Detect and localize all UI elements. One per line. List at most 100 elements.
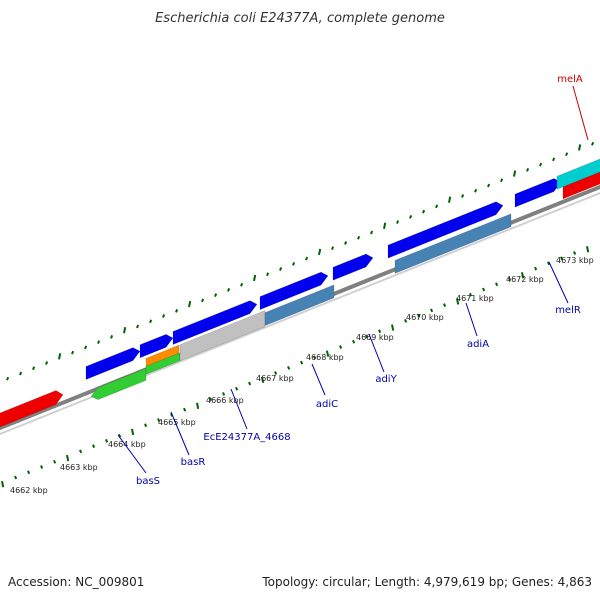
outer-tick-mark	[123, 327, 127, 334]
tick-label: 4663 kbp	[60, 463, 98, 472]
feature-cds[interactable]	[387, 201, 504, 259]
feature-cds[interactable]	[332, 253, 374, 281]
outer-tick-mark	[409, 214, 413, 219]
outer-tick-mark	[526, 167, 530, 172]
tick-label: 4669 kbp	[356, 333, 394, 342]
inner-tick-mark	[352, 339, 356, 344]
outer-tick-mark	[591, 141, 595, 146]
outer-tick-mark	[435, 204, 439, 209]
inner-tick-mark	[209, 397, 213, 402]
inner-tick-mark	[131, 428, 135, 436]
feature-adic[interactable]	[264, 284, 335, 326]
inner-tick-track	[1, 246, 590, 488]
inner-tick-mark	[196, 402, 200, 410]
feature-red-left[interactable]	[0, 390, 64, 432]
feature-cds[interactable]	[139, 334, 174, 359]
inner-tick-mark	[313, 355, 317, 360]
tick-label: 4672 kbp	[506, 275, 544, 284]
gene-label[interactable]: basR	[181, 457, 206, 468]
gene-label[interactable]: adiY	[375, 374, 397, 385]
inner-tick-mark	[235, 386, 239, 391]
gene-label[interactable]: melR	[555, 305, 581, 316]
outer-tick-mark	[344, 241, 348, 245]
outer-tick-mark	[565, 152, 569, 157]
accession-text: Accession: NC_009801	[8, 575, 144, 589]
inner-tick-mark	[14, 475, 18, 480]
inner-tick-mark	[157, 418, 161, 422]
inner-tick-mark	[248, 381, 252, 386]
inner-tick-mark	[508, 277, 512, 281]
feature-adia[interactable]	[394, 213, 512, 274]
inner-tick-mark	[521, 272, 525, 279]
outer-tick-mark	[396, 220, 400, 224]
outer-tick-mark	[45, 361, 49, 365]
outer-tick-mark	[214, 293, 218, 298]
outer-tick-mark	[279, 267, 283, 271]
outer-tick-mark	[227, 288, 231, 292]
inner-tick-mark	[339, 345, 343, 349]
gene-leader-line	[368, 333, 385, 373]
outer-tick-mark	[305, 256, 309, 261]
outer-tick-mark	[578, 144, 582, 151]
tick-label: 4671 kbp	[456, 294, 494, 303]
inner-tick-mark	[66, 454, 70, 462]
tick-label: 4667 kbp	[256, 374, 294, 383]
outer-tick-mark	[487, 183, 491, 188]
inner-tick-mark	[482, 287, 486, 292]
tick-label: 4673 kbp	[556, 256, 594, 265]
inner-tick-mark	[144, 423, 148, 428]
inner-tick-mark	[586, 246, 590, 253]
outer-tick-mark	[357, 235, 361, 240]
inner-tick-mark	[443, 303, 447, 308]
inner-tick-mark	[105, 439, 109, 443]
gene-label[interactable]: EcE24377A_4668	[203, 432, 290, 443]
feature-cds[interactable]	[514, 178, 562, 208]
gene-label[interactable]: basS	[136, 476, 160, 487]
outer-tick-mark	[253, 274, 257, 282]
outer-tick-mark	[71, 350, 75, 355]
gene-label[interactable]: adiC	[316, 399, 338, 410]
inner-tick-mark	[287, 365, 291, 370]
feature-bass[interactable]	[90, 367, 147, 400]
inner-tick-mark	[378, 329, 382, 334]
gene-leader-line	[170, 411, 190, 456]
inner-tick-mark	[274, 371, 278, 375]
inner-tick-mark	[53, 459, 57, 464]
outer-tick-mark	[162, 314, 166, 318]
inner-tick-mark	[469, 292, 473, 297]
outer-tick-mark	[292, 261, 296, 266]
outer-tick-mark	[383, 222, 387, 229]
outer-tick-mark	[552, 157, 556, 162]
inner-tick-mark	[417, 313, 421, 318]
tick-label: 4668 kbp	[306, 353, 344, 362]
outer-tick-mark	[461, 194, 465, 198]
outer-tick-mark	[19, 371, 23, 376]
inner-tick-mark	[300, 360, 304, 365]
feature-ece24377a-4668[interactable]	[179, 310, 266, 362]
outer-tick-mark	[32, 366, 36, 371]
feature-mela-cyan[interactable]	[556, 155, 600, 190]
feature-basr-orange[interactable]	[145, 344, 180, 367]
inner-tick-mark	[365, 334, 369, 339]
feature-cds[interactable]	[259, 271, 329, 310]
outer-tick-mark	[6, 376, 10, 381]
inner-tick-mark	[573, 251, 577, 255]
outer-tick-mark	[84, 345, 88, 350]
outer-tick-mark	[175, 308, 179, 313]
outer-tick-mark	[201, 298, 205, 303]
inner-tick-mark	[534, 266, 538, 271]
genome-summary-text: Topology: circular; Length: 4,979,619 bp…	[261, 575, 592, 589]
gene-label[interactable]: melA	[557, 74, 583, 85]
inner-tick-mark	[391, 324, 395, 331]
feature-cds[interactable]	[172, 300, 258, 345]
gene-leader-line	[572, 85, 589, 141]
inner-tick-mark	[170, 412, 174, 417]
gene-leader-line	[548, 261, 569, 304]
feature-cds[interactable]	[85, 347, 141, 380]
inner-tick-mark	[92, 444, 96, 449]
genome-title: Escherichia coli E24377A, complete genom…	[155, 11, 445, 26]
outer-tick-mark	[448, 196, 452, 203]
gene-label[interactable]: adiA	[467, 339, 489, 350]
outer-tick-mark	[149, 319, 153, 324]
